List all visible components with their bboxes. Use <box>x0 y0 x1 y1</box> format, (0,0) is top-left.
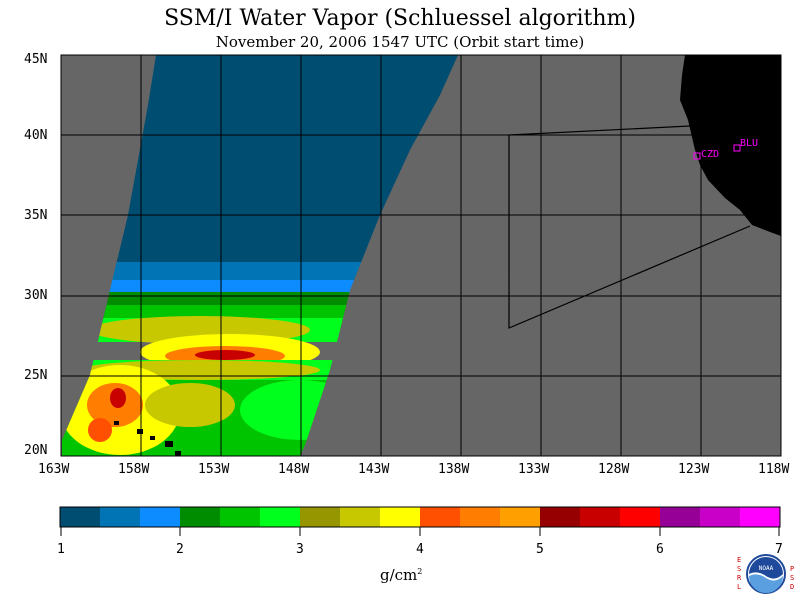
colorbar-swatch <box>540 507 581 527</box>
noaa-logo: E S R L P S D NOAA <box>737 554 794 594</box>
colorbar-swatch <box>580 507 621 527</box>
logo-letter: R <box>737 574 742 582</box>
units-exponent: 2 <box>417 567 423 576</box>
station-markers: CZD BLU <box>693 138 758 160</box>
colorbar-swatch <box>220 507 261 527</box>
station-label: BLU <box>740 138 758 149</box>
colorbar-swatch <box>380 507 421 527</box>
colorbar-swatch <box>60 507 101 527</box>
units-text: g/cm <box>380 566 418 584</box>
lon-label: 123W <box>678 462 710 477</box>
colorbar-label: 3 <box>296 542 304 557</box>
lon-label: 158W <box>118 462 150 477</box>
colorbar-label: 5 <box>536 542 544 557</box>
logo-sea <box>749 574 783 593</box>
lon-label: 148W <box>278 462 310 477</box>
colorbar-label: 4 <box>416 542 424 557</box>
logo-text: NOAA <box>759 565 774 572</box>
hawaii-islands <box>114 421 181 456</box>
colorbar-label: 7 <box>775 542 783 557</box>
logo-letter: D <box>790 583 794 591</box>
lat-label: 45N <box>24 52 48 67</box>
colorbar-swatch <box>620 507 661 527</box>
lon-label: 133W <box>518 462 550 477</box>
station-marker <box>693 152 701 160</box>
colorbar-swatch <box>700 507 741 527</box>
logo-sky <box>749 557 783 579</box>
colorbar-swatch <box>260 507 301 527</box>
colorbar-label: 1 <box>57 542 65 557</box>
track-line <box>508 135 751 329</box>
lat-label: 40N <box>24 128 48 143</box>
colorbar-swatch <box>660 507 701 527</box>
units-label: g/cm2 <box>380 566 422 584</box>
map-frame <box>60 54 782 457</box>
track-line <box>508 125 691 136</box>
logo-letter: E <box>737 556 741 564</box>
lat-label: 30N <box>24 288 48 303</box>
colorbar-swatch <box>180 507 221 527</box>
colorbar-swatch <box>460 507 501 527</box>
colorbar-swatch <box>340 507 381 527</box>
lat-label: 35N <box>24 208 48 223</box>
lat-label: 20N <box>24 443 48 458</box>
colorbar-swatch <box>500 507 541 527</box>
logo-letter: L <box>737 583 741 591</box>
colorbar-ticks <box>60 527 780 536</box>
logo-letter: S <box>737 565 741 573</box>
lon-label: 118W <box>758 462 790 477</box>
logo-letter: P <box>790 565 794 573</box>
colorbar-swatch <box>300 507 341 527</box>
station-marker <box>733 144 741 152</box>
colorbar-label: 6 <box>656 542 664 557</box>
graticule <box>61 55 781 456</box>
colorbar-labels: 1 2 3 4 5 6 7 <box>57 542 783 557</box>
logo-letter: S <box>790 574 794 582</box>
lon-label: 153W <box>198 462 230 477</box>
map-subtitle: November 20, 2006 1547 UTC (Orbit start … <box>215 33 585 51</box>
lon-label: 138W <box>438 462 470 477</box>
colorbar-label: 2 <box>176 542 184 557</box>
lon-label: 143W <box>358 462 390 477</box>
colorbar <box>60 507 781 527</box>
colorbar-swatch <box>100 507 141 527</box>
lon-label: 128W <box>598 462 630 477</box>
lon-label: 163W <box>38 462 70 477</box>
colorbar-swatch <box>740 507 781 527</box>
lat-label: 25N <box>24 368 48 383</box>
colorbar-swatch <box>420 507 461 527</box>
north-america-land <box>680 55 781 236</box>
map-title: SSM/I Water Vapor (Schluessel algorithm) <box>164 6 636 31</box>
station-label: CZD <box>701 149 719 160</box>
colorbar-swatch <box>140 507 181 527</box>
